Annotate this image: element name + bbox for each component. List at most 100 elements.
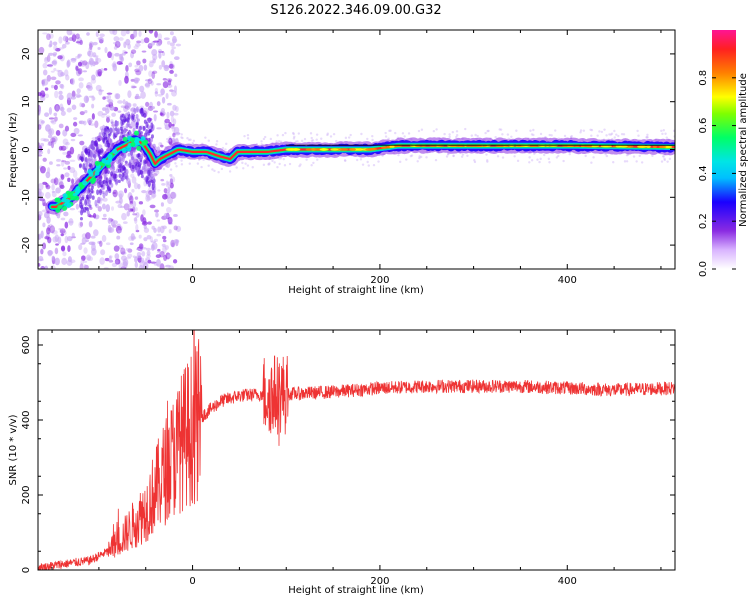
- heatmap-cell: [276, 134, 279, 137]
- heatmap-noise-cell: [125, 102, 131, 111]
- heatmap-noise-cell: [102, 213, 107, 218]
- heatmap-noise-cell: [94, 120, 99, 128]
- heatmap-cell: [640, 161, 644, 164]
- heatmap-cell: [211, 168, 214, 171]
- heatmap-cell: [114, 131, 118, 137]
- heatmap-cell: [124, 160, 128, 164]
- heatmap-cell: [62, 193, 68, 199]
- heatmap-noise-cell: [143, 237, 148, 242]
- heatmap-cell: [548, 161, 551, 164]
- heatmap-noise-cell: [61, 257, 68, 265]
- heatmap-noise-cell: [53, 177, 59, 186]
- heatmap-cell: [152, 190, 156, 195]
- heatmap-cell: [660, 129, 663, 133]
- heatmap-cell: [380, 146, 387, 149]
- heatmap-noise-cell: [117, 203, 123, 209]
- heatmap-noise-cell: [97, 241, 101, 244]
- heatmap-noise-cell: [128, 236, 134, 242]
- heatmap-cell: [539, 157, 542, 161]
- heatmap-cell: [246, 164, 250, 167]
- heatmap-noise-cell: [82, 70, 88, 73]
- heatmap-cell: [106, 185, 110, 192]
- heatmap-noise-cell: [50, 140, 55, 149]
- heatmap-cell: [109, 138, 113, 146]
- heatmap-noise-cell: [135, 212, 140, 218]
- heatmap-noise-cell: [156, 83, 162, 86]
- heatmap-noise-cell: [145, 194, 151, 202]
- heatmap-noise-cell: [112, 191, 117, 195]
- heatmap-noise-cell: [97, 47, 101, 50]
- heatmap-noise-cell: [67, 245, 71, 252]
- heatmap-noise-cell: [45, 191, 51, 199]
- heatmap-noise-cell: [167, 216, 173, 225]
- heatmap-cell: [70, 195, 76, 201]
- heatmap-noise-cell: [49, 223, 53, 228]
- heatmap-noise-cell: [75, 203, 80, 210]
- heatmap-noise-cell: [63, 211, 69, 217]
- heatmap-noise-cell: [66, 107, 72, 113]
- heatmap-cell: [319, 148, 329, 151]
- heatmap-noise-cell: [77, 68, 83, 75]
- heatmap-cell: [292, 131, 295, 135]
- heatmap-noise-cell: [84, 109, 88, 114]
- heatmap-cell: [532, 128, 535, 132]
- heatmap-noise-cell: [57, 55, 63, 60]
- heatmap-cell: [62, 205, 68, 211]
- heatmap-noise-cell: [138, 64, 144, 72]
- heatmap-noise-cell: [122, 50, 126, 53]
- heatmap-noise-cell: [68, 218, 74, 226]
- heatmap-noise-cell: [171, 242, 175, 248]
- heatmap-noise-cell: [58, 123, 64, 129]
- heatmap-noise-cell: [167, 181, 171, 186]
- heatmap-noise-cell: [92, 52, 97, 58]
- heatmap-noise-cell: [125, 38, 131, 46]
- heatmap-cell: [310, 136, 313, 140]
- heatmap-x-label: Height of straight line (km): [288, 285, 424, 296]
- heatmap-noise-cell: [48, 117, 55, 120]
- heatmap-noise-cell: [90, 235, 96, 239]
- snr-x-axis: 0 200 400: [51, 330, 662, 587]
- heatmap-noise-cell: [144, 81, 151, 89]
- heatmap-noise-cell: [169, 61, 173, 65]
- heatmap-cell: [152, 182, 156, 188]
- heatmap-cell: [189, 138, 192, 141]
- heatmap-noise-cell: [144, 83, 150, 87]
- heatmap-noise-cell: [71, 104, 77, 110]
- heatmap-noise-cell: [175, 225, 182, 232]
- heatmap-cell: [605, 134, 608, 137]
- heatmap-noise-cell: [119, 197, 123, 205]
- heatmap-cell: [620, 132, 624, 136]
- heatmap-noise-cell: [91, 113, 95, 120]
- heatmap-cell: [278, 162, 281, 166]
- heatmap-y-tick-label: -20: [21, 237, 32, 253]
- heatmap-cell: [349, 133, 352, 137]
- heatmap-cell: [173, 135, 176, 138]
- heatmap-noise-cell: [150, 80, 154, 86]
- heatmap-noise-cell: [60, 174, 65, 180]
- heatmap-cell: [326, 133, 329, 137]
- heatmap-cell: [399, 160, 402, 164]
- heatmap-noise-cell: [50, 120, 55, 123]
- heatmap-noise-cell: [169, 178, 174, 185]
- heatmap-cell: [241, 161, 244, 165]
- heatmap-cell: [129, 150, 133, 156]
- heatmap-cell: [660, 160, 664, 163]
- heatmap-cell: [110, 182, 114, 188]
- heatmap-noise-cell: [151, 70, 158, 74]
- heatmap-cell: [166, 140, 169, 143]
- heatmap-cell: [115, 178, 119, 184]
- heatmap-noise-cell: [38, 46, 45, 54]
- heatmap-noise-cell: [147, 259, 152, 264]
- heatmap-noise-cell: [172, 118, 177, 125]
- heatmap-noise-cell: [55, 80, 61, 85]
- heatmap-noise-cell: [116, 235, 121, 240]
- heatmap-noise-cell: [133, 217, 138, 222]
- heatmap-noise-cell: [148, 192, 154, 195]
- heatmap-noise-cell: [171, 123, 175, 127]
- heatmap-noise-cell: [160, 144, 164, 148]
- heatmap-y-tick-label: 10: [21, 95, 32, 108]
- heatmap-noise-cell: [38, 107, 42, 115]
- heatmap-noise-cell: [130, 233, 135, 241]
- heatmap-noise-cell: [38, 197, 43, 201]
- heatmap-noise-cell: [133, 182, 139, 190]
